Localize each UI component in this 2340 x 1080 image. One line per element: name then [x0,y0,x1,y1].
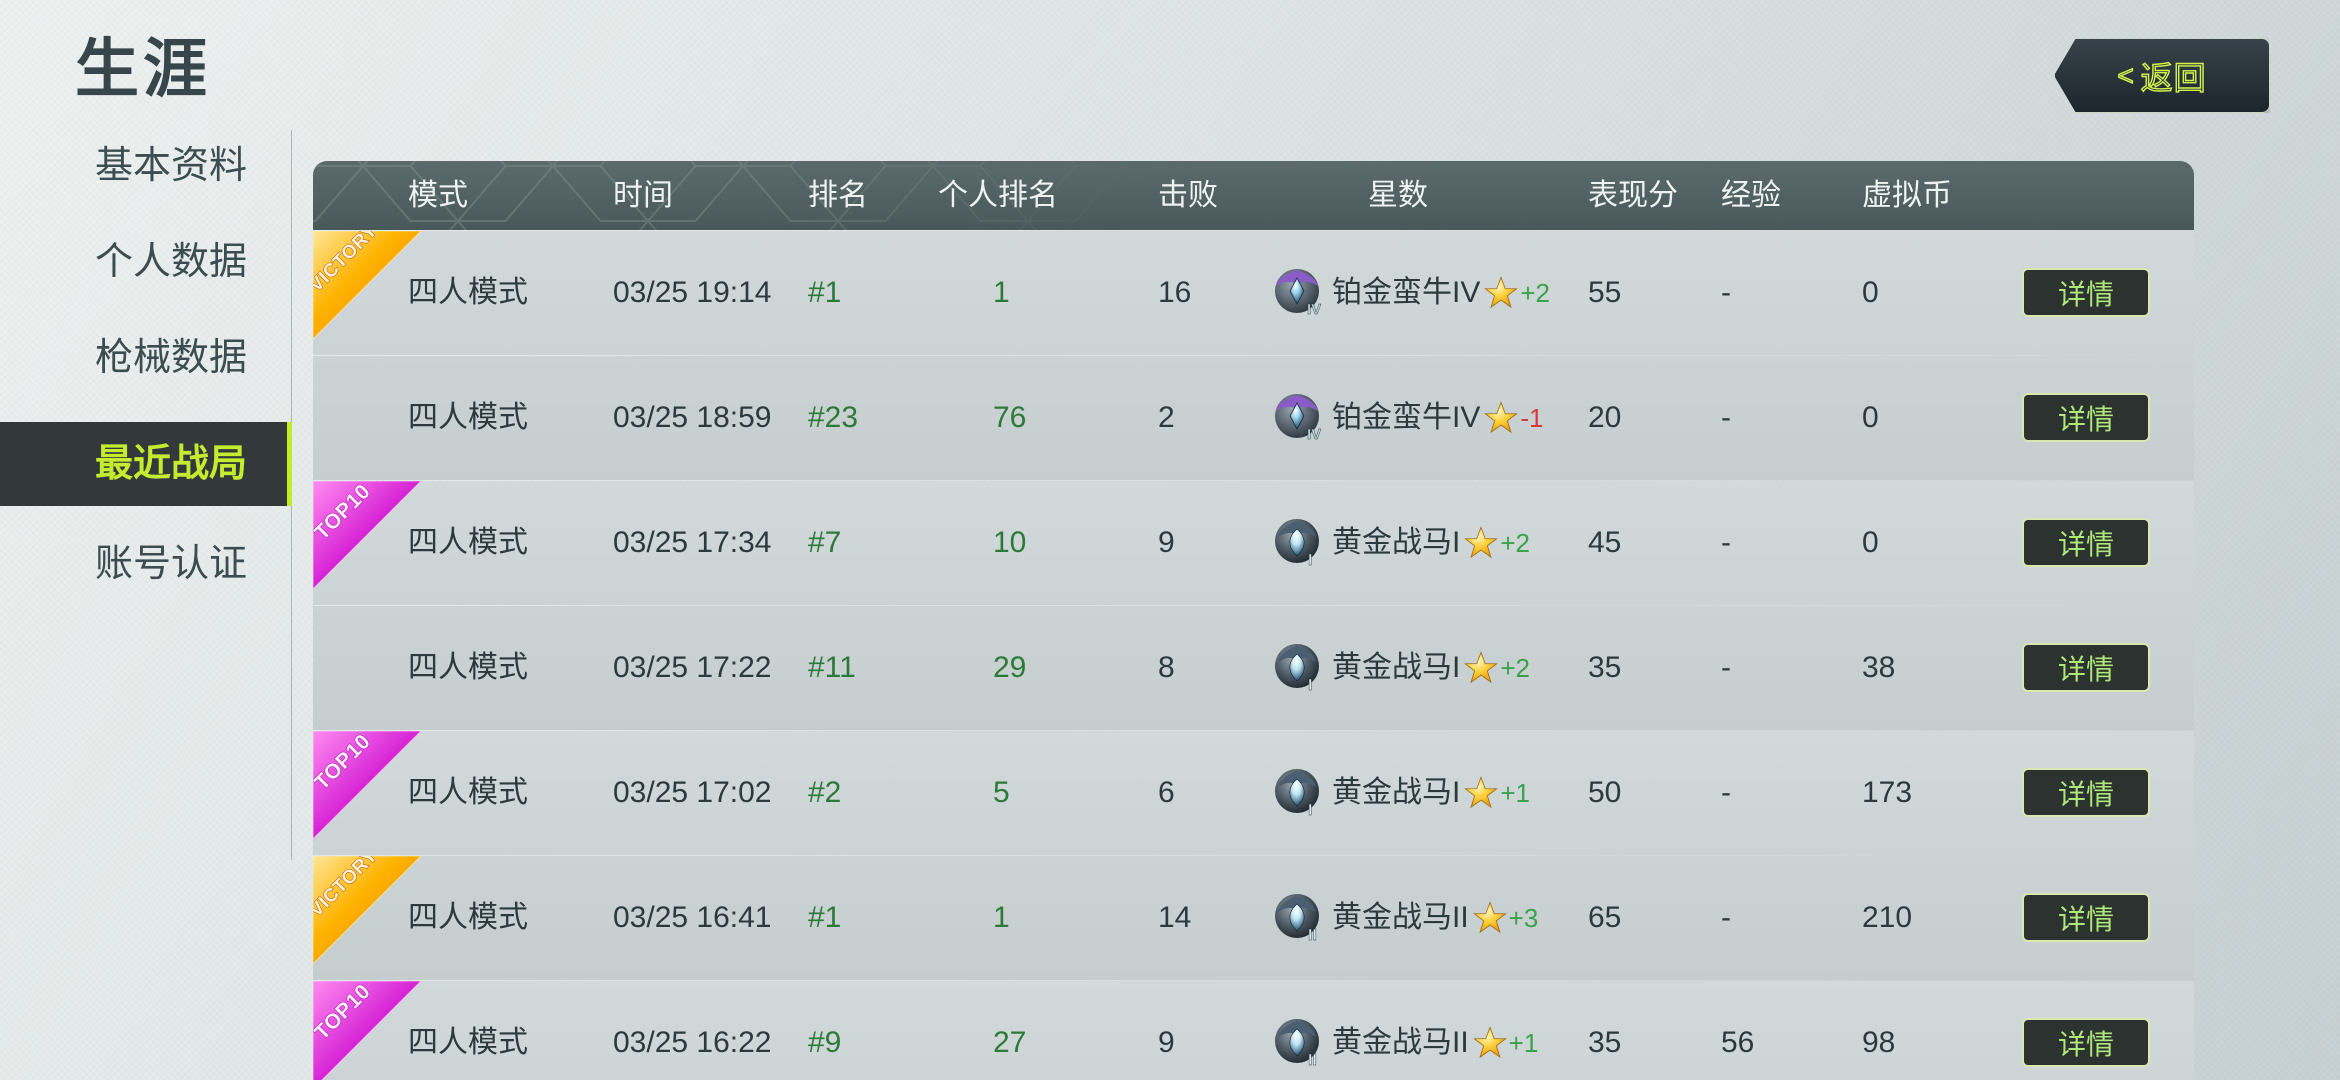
svg-text:I: I [1308,677,1312,694]
svg-text:II: II [1308,927,1317,944]
svg-text:IV: IV [1307,301,1321,318]
svg-text:II: II [1308,1052,1317,1069]
svg-text:IV: IV [1307,426,1321,443]
svg-text:I: I [1308,802,1312,819]
svg-text:I: I [1308,552,1312,569]
